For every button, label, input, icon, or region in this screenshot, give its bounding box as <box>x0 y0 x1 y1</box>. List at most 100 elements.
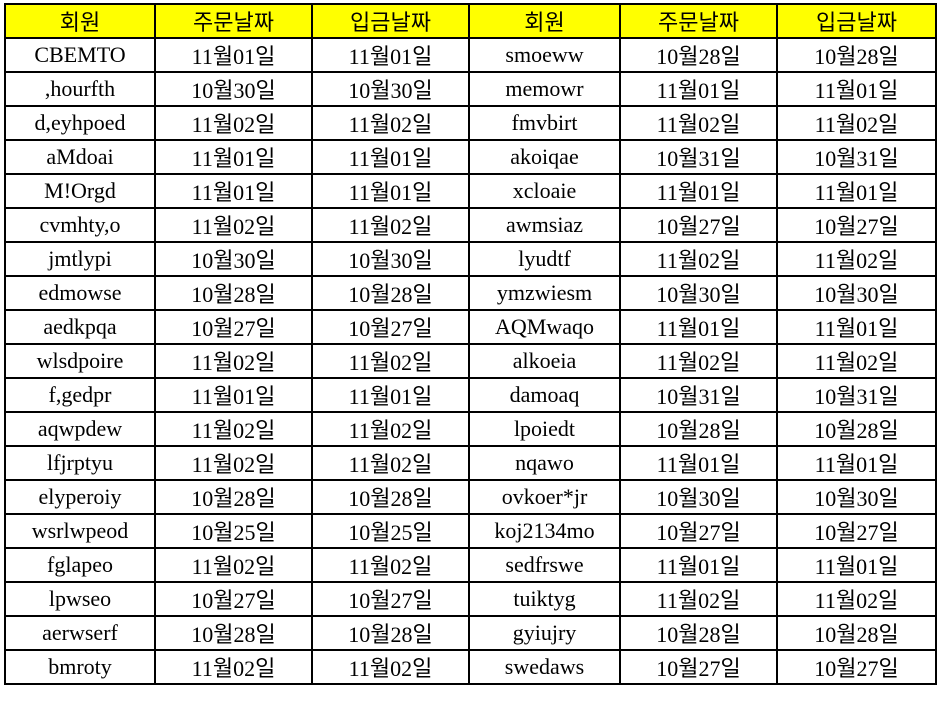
member-cell[interactable]: lfjrptyu <box>4 445 156 481</box>
order-date-cell[interactable]: 11월01일 <box>619 445 778 481</box>
payment-date-cell[interactable]: 10월31일 <box>776 139 937 175</box>
payment-date-cell[interactable]: 11월02일 <box>776 105 937 141</box>
order-date-cell[interactable]: 11월02일 <box>154 547 313 583</box>
payment-date-cell[interactable]: 10월30일 <box>311 241 470 277</box>
payment-date-cell[interactable]: 10월27일 <box>311 581 470 617</box>
header-order-date-2[interactable]: 주문날짜 <box>619 3 778 39</box>
payment-date-cell[interactable]: 11월02일 <box>311 207 470 243</box>
order-date-cell[interactable]: 11월02일 <box>154 445 313 481</box>
member-cell[interactable]: M!Orgd <box>4 173 156 209</box>
order-date-cell[interactable]: 11월01일 <box>154 139 313 175</box>
order-date-cell[interactable]: 10월31일 <box>619 139 778 175</box>
payment-date-cell[interactable]: 10월27일 <box>776 207 937 243</box>
member-cell[interactable]: swedaws <box>468 649 621 685</box>
member-cell[interactable]: wsrlwpeod <box>4 513 156 549</box>
order-date-cell[interactable]: 11월02일 <box>619 105 778 141</box>
member-cell[interactable]: edmowse <box>4 275 156 311</box>
member-cell[interactable]: awmsiaz <box>468 207 621 243</box>
order-date-cell[interactable]: 11월02일 <box>154 411 313 447</box>
member-cell[interactable]: cvmhty,o <box>4 207 156 243</box>
order-date-cell[interactable]: 10월30일 <box>154 241 313 277</box>
member-cell[interactable]: CBEMTO <box>4 37 156 73</box>
order-date-cell[interactable]: 10월31일 <box>619 377 778 413</box>
order-date-cell[interactable]: 11월02일 <box>154 207 313 243</box>
order-date-cell[interactable]: 11월01일 <box>154 37 313 73</box>
payment-date-cell[interactable]: 10월31일 <box>776 377 937 413</box>
order-date-cell[interactable]: 11월02일 <box>619 343 778 379</box>
member-cell[interactable]: aerwserf <box>4 615 156 651</box>
payment-date-cell[interactable]: 11월02일 <box>311 411 470 447</box>
header-payment-date-1[interactable]: 입금날짜 <box>311 3 470 39</box>
member-cell[interactable]: koj2134mo <box>468 513 621 549</box>
payment-date-cell[interactable]: 11월02일 <box>311 445 470 481</box>
payment-date-cell[interactable]: 11월01일 <box>311 377 470 413</box>
order-date-cell[interactable]: 10월28일 <box>619 411 778 447</box>
member-cell[interactable]: aqwpdew <box>4 411 156 447</box>
order-date-cell[interactable]: 10월30일 <box>619 275 778 311</box>
order-date-cell[interactable]: 11월01일 <box>619 547 778 583</box>
member-cell[interactable]: smoeww <box>468 37 621 73</box>
payment-date-cell[interactable]: 11월01일 <box>311 173 470 209</box>
order-date-cell[interactable]: 10월27일 <box>154 581 313 617</box>
order-date-cell[interactable]: 10월27일 <box>619 649 778 685</box>
payment-date-cell[interactable]: 10월28일 <box>311 479 470 515</box>
order-date-cell[interactable]: 11월02일 <box>619 581 778 617</box>
member-cell[interactable]: tuiktyg <box>468 581 621 617</box>
payment-date-cell[interactable]: 10월28일 <box>776 37 937 73</box>
member-cell[interactable]: d,eyhpoed <box>4 105 156 141</box>
payment-date-cell[interactable]: 11월01일 <box>311 139 470 175</box>
member-cell[interactable]: damoaq <box>468 377 621 413</box>
order-date-cell[interactable]: 11월01일 <box>154 377 313 413</box>
header-order-date-1[interactable]: 주문날짜 <box>154 3 313 39</box>
order-date-cell[interactable]: 11월02일 <box>154 105 313 141</box>
header-payment-date-2[interactable]: 입금날짜 <box>776 3 937 39</box>
member-cell[interactable]: gyiujry <box>468 615 621 651</box>
payment-date-cell[interactable]: 10월30일 <box>311 71 470 107</box>
header-member-1[interactable]: 회원 <box>4 3 156 39</box>
payment-date-cell[interactable]: 11월01일 <box>776 309 937 345</box>
order-date-cell[interactable]: 11월01일 <box>619 173 778 209</box>
order-date-cell[interactable]: 10월25일 <box>154 513 313 549</box>
order-date-cell[interactable]: 10월28일 <box>154 479 313 515</box>
order-date-cell[interactable]: 11월01일 <box>619 71 778 107</box>
payment-date-cell[interactable]: 11월01일 <box>776 445 937 481</box>
payment-date-cell[interactable]: 11월02일 <box>311 105 470 141</box>
member-cell[interactable]: wlsdpoire <box>4 343 156 379</box>
payment-date-cell[interactable]: 11월02일 <box>776 581 937 617</box>
order-date-cell[interactable]: 10월30일 <box>619 479 778 515</box>
order-date-cell[interactable]: 10월27일 <box>619 207 778 243</box>
order-date-cell[interactable]: 11월02일 <box>619 241 778 277</box>
payment-date-cell[interactable]: 11월01일 <box>776 173 937 209</box>
order-date-cell[interactable]: 11월01일 <box>619 309 778 345</box>
payment-date-cell[interactable]: 10월27일 <box>776 649 937 685</box>
member-cell[interactable]: bmroty <box>4 649 156 685</box>
payment-date-cell[interactable]: 11월01일 <box>776 71 937 107</box>
order-date-cell[interactable]: 10월28일 <box>154 615 313 651</box>
payment-date-cell[interactable]: 10월27일 <box>311 309 470 345</box>
member-cell[interactable]: ymzwiesm <box>468 275 621 311</box>
payment-date-cell[interactable]: 11월01일 <box>776 547 937 583</box>
payment-date-cell[interactable]: 11월02일 <box>311 649 470 685</box>
member-cell[interactable]: lpwseo <box>4 581 156 617</box>
payment-date-cell[interactable]: 10월27일 <box>776 513 937 549</box>
order-date-cell[interactable]: 10월27일 <box>619 513 778 549</box>
order-date-cell[interactable]: 10월28일 <box>154 275 313 311</box>
order-date-cell[interactable]: 11월01일 <box>154 173 313 209</box>
payment-date-cell[interactable]: 11월02일 <box>311 547 470 583</box>
order-date-cell[interactable]: 10월30일 <box>154 71 313 107</box>
payment-date-cell[interactable]: 10월30일 <box>776 275 937 311</box>
member-cell[interactable]: xcloaie <box>468 173 621 209</box>
member-cell[interactable]: lyudtf <box>468 241 621 277</box>
payment-date-cell[interactable]: 10월28일 <box>311 615 470 651</box>
payment-date-cell[interactable]: 11월02일 <box>311 343 470 379</box>
payment-date-cell[interactable]: 10월28일 <box>776 411 937 447</box>
member-cell[interactable]: aedkpqa <box>4 309 156 345</box>
member-cell[interactable]: memowr <box>468 71 621 107</box>
member-cell[interactable]: aMdoai <box>4 139 156 175</box>
member-cell[interactable]: elyperoiy <box>4 479 156 515</box>
member-cell[interactable]: nqawo <box>468 445 621 481</box>
order-date-cell[interactable]: 10월28일 <box>619 37 778 73</box>
payment-date-cell[interactable]: 10월28일 <box>311 275 470 311</box>
member-cell[interactable]: alkoeia <box>468 343 621 379</box>
header-member-2[interactable]: 회원 <box>468 3 621 39</box>
